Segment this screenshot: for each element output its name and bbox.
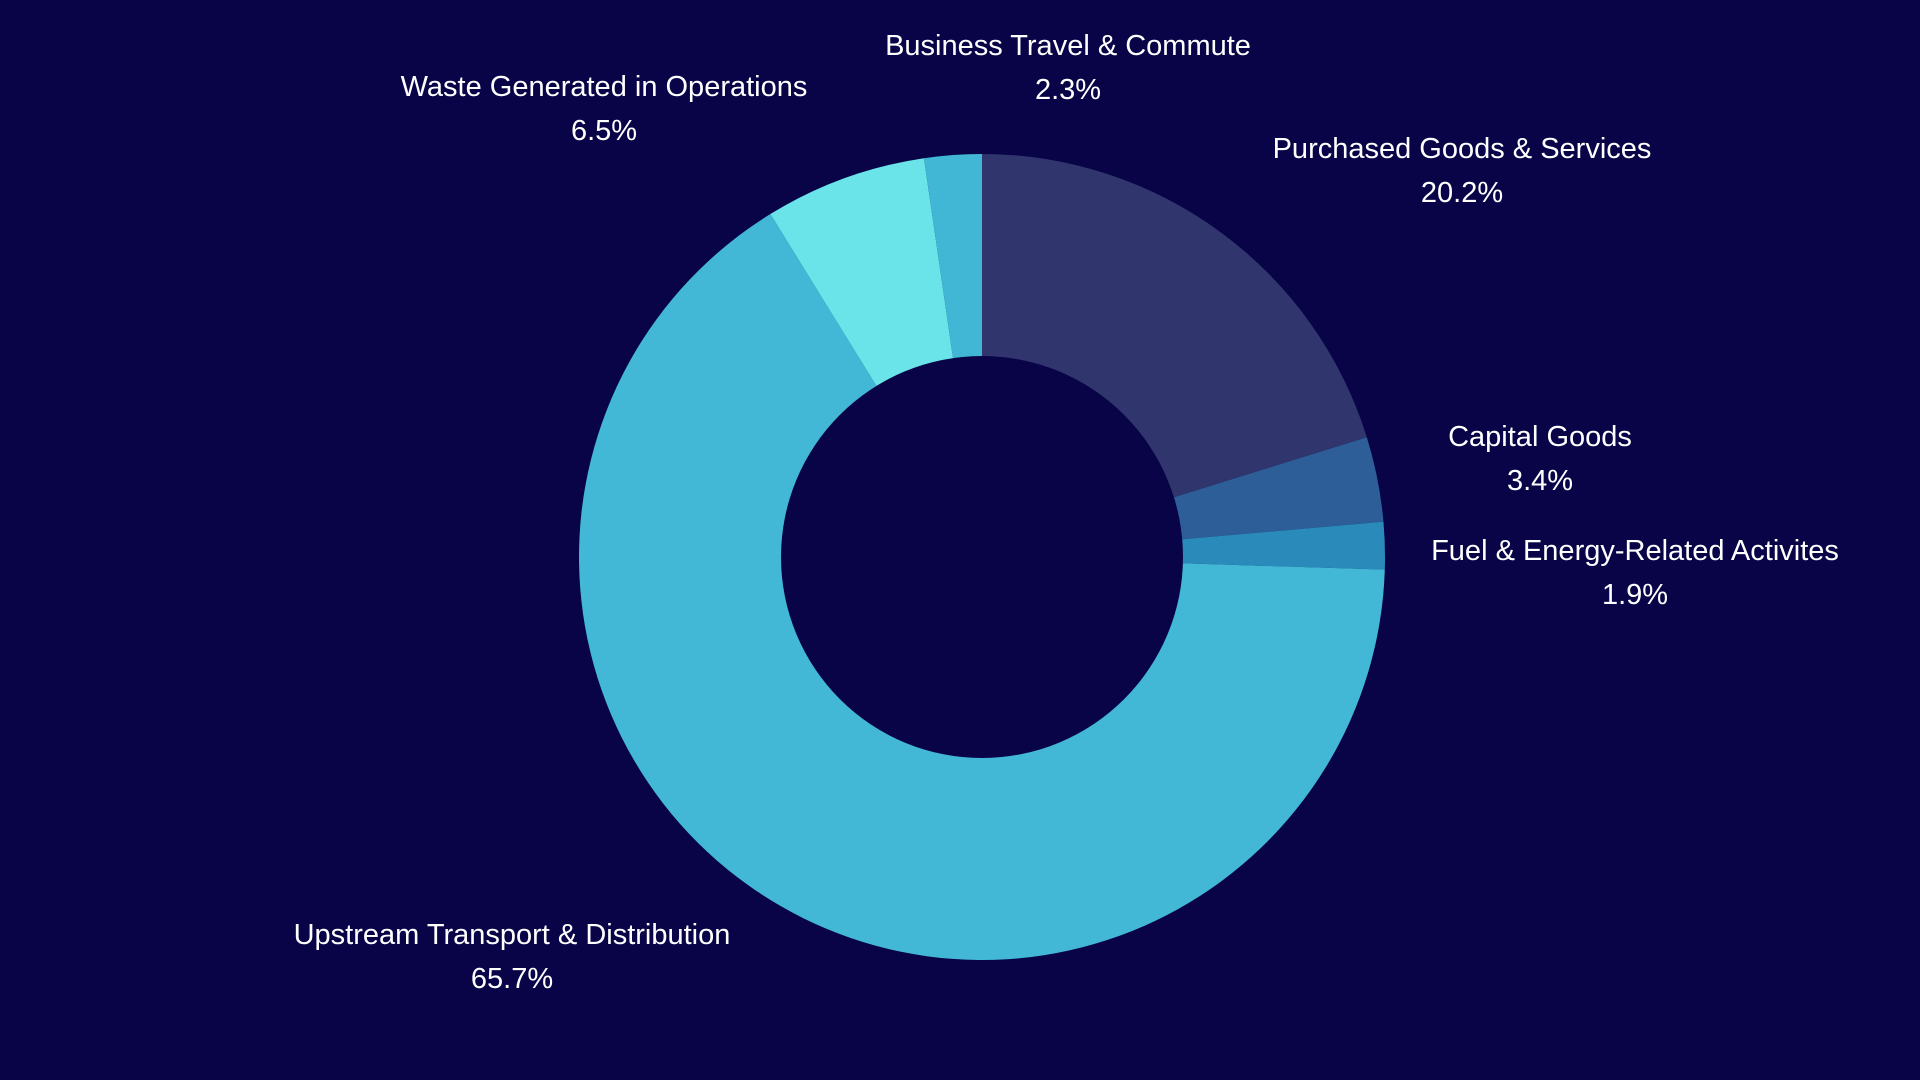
slice-label-value: 65.7% bbox=[471, 963, 553, 995]
slice-label-name: Capital Goods bbox=[1448, 421, 1632, 453]
slice-label-value: 3.4% bbox=[1507, 465, 1573, 497]
slice-label-name: Business Travel & Commute bbox=[885, 30, 1251, 62]
labels-layer: Purchased Goods & Services 20.2% Capital G… bbox=[294, 30, 1839, 995]
slice-label-name: Purchased Goods & Services bbox=[1273, 133, 1652, 165]
slice-label-value: 6.5% bbox=[571, 115, 637, 147]
slice-label-business-travel-and-commute: Business Travel & Commute 2.3% bbox=[885, 30, 1251, 106]
donut-hole bbox=[781, 356, 1183, 758]
slice-label-value: 20.2% bbox=[1421, 177, 1503, 209]
slice-label-name: Upstream Transport & Distribution bbox=[294, 919, 731, 951]
slice-label-value: 1.9% bbox=[1602, 579, 1668, 611]
slice-label-waste-generated-in-operations: Waste Generated in Operations 6.5% bbox=[401, 71, 808, 147]
slice-label-name: Fuel & Energy-Related Activites bbox=[1431, 535, 1839, 567]
slice-label-fuel-and-energy-related-activites: Fuel & Energy-Related Activites 1.9% bbox=[1431, 535, 1839, 611]
slice-label-capital-goods: Capital Goods 3.4% bbox=[1448, 421, 1632, 497]
slice-label-value: 2.3% bbox=[1035, 74, 1101, 106]
slice-label-name: Waste Generated in Operations bbox=[401, 71, 808, 103]
slice-label-upstream-transport-and-distribution: Upstream Transport & Distribution 65.7% bbox=[294, 919, 731, 995]
slice-label-purchased-goods-and-services: Purchased Goods & Services 20.2% bbox=[1273, 133, 1652, 209]
